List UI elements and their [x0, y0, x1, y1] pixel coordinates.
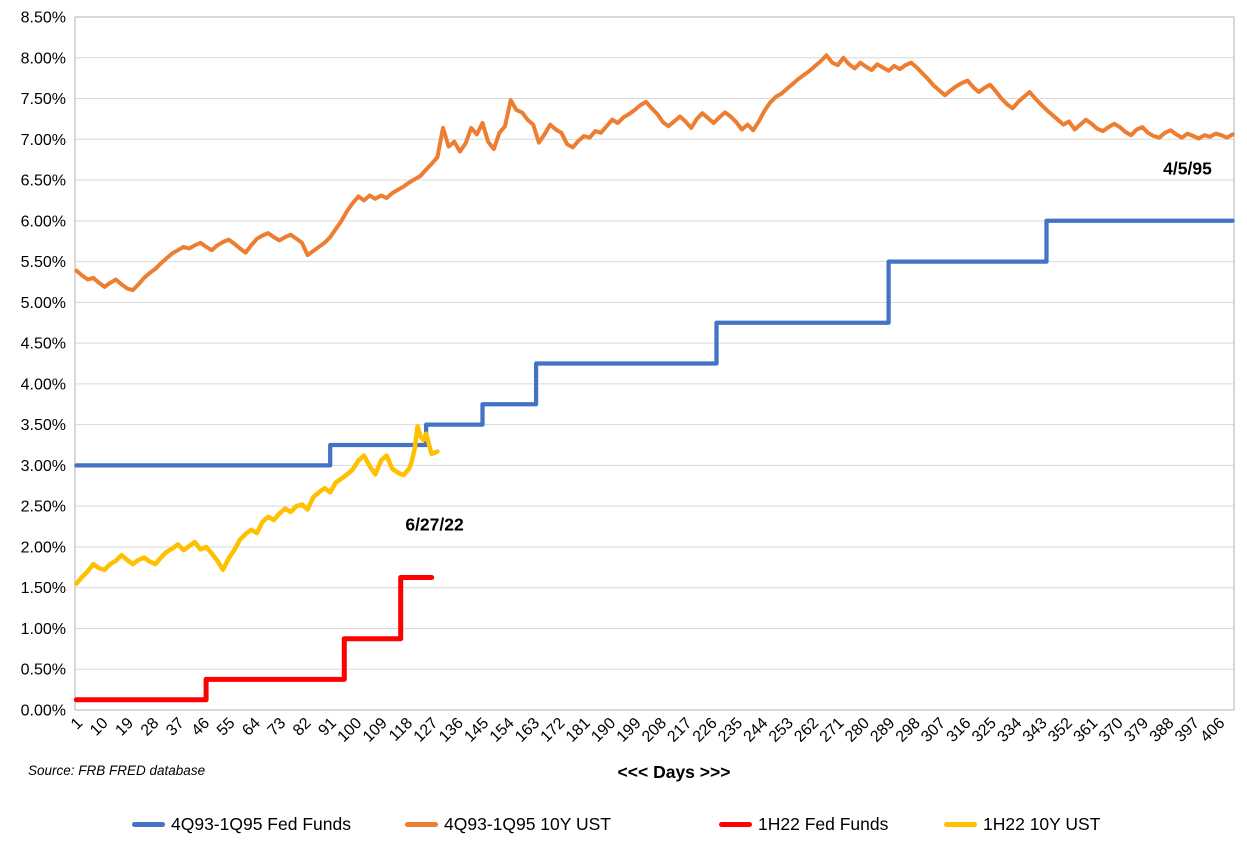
source-note: Source: FRB FRED database: [28, 763, 206, 778]
x-tick-label: 253: [766, 715, 797, 746]
x-tick-label: 46: [189, 715, 214, 740]
x-tick-label: 361: [1071, 715, 1102, 746]
x-tick-label: 127: [411, 715, 442, 746]
x-tick-label: 280: [842, 715, 873, 746]
y-tick-label: 3.00%: [21, 458, 66, 475]
x-tick-label: 235: [715, 715, 746, 746]
series-line-3: [74, 424, 440, 586]
x-tick-label: 397: [1172, 715, 1203, 746]
x-tick-label: 406: [1197, 715, 1228, 746]
y-tick-label: 1.00%: [21, 621, 66, 638]
series-line-2: [73, 575, 435, 703]
y-tick-label: 2.00%: [21, 539, 66, 556]
x-tick-label: 118: [386, 715, 416, 745]
x-tick-label: 298: [893, 715, 924, 746]
y-tick-label: 0.50%: [21, 662, 66, 679]
y-tick-label: 8.50%: [21, 10, 66, 27]
x-tick-label: 316: [944, 715, 975, 746]
series-line-1: [74, 53, 1235, 293]
x-tick-label: 379: [1121, 715, 1152, 746]
x-tick-label: 226: [690, 715, 721, 746]
y-tick-label: 1.50%: [21, 580, 66, 597]
legend-line-marker-blue-icon: [132, 822, 165, 827]
x-tick-label: 352: [1045, 715, 1076, 746]
x-tick-label: 307: [918, 715, 949, 746]
x-tick-label: 388: [1147, 715, 1178, 746]
y-tick-label: 7.00%: [21, 132, 66, 149]
x-tick-label: 289: [867, 715, 898, 746]
x-tick-label: 55: [214, 715, 239, 740]
x-tick-label: 208: [639, 715, 670, 746]
y-tick-label: 8.00%: [21, 50, 66, 67]
x-tick-label: 100: [335, 715, 366, 746]
y-tick-label: 2.50%: [21, 499, 66, 516]
legend-item-1h22-fed-funds: 1H22 Fed Funds: [719, 814, 888, 835]
x-tick-label: 73: [265, 715, 290, 740]
legend-item-1h22-10y-ust: 1H22 10Y UST: [944, 814, 1100, 835]
x-tick-label: 262: [791, 715, 822, 746]
annotation-6-27-22: 6/27/22: [405, 514, 464, 535]
legend-label: 1H22 Fed Funds: [758, 814, 889, 834]
x-tick-label: 136: [436, 715, 467, 746]
legend-label: 1H22 10Y UST: [983, 814, 1101, 834]
legend-line-marker-orange-icon: [405, 822, 438, 827]
y-tick-label: 0.00%: [21, 703, 66, 720]
x-tick-label: 334: [994, 715, 1025, 746]
y-tick-label: 5.00%: [21, 295, 66, 312]
x-axis-title: <<< Days >>>: [617, 762, 731, 782]
legend-line-marker-yellow-icon: [944, 822, 977, 827]
legend-line-marker-red-icon: [719, 822, 752, 827]
legend-label: 4Q93-1Q95 Fed Funds: [171, 814, 351, 834]
y-tick-label: 6.00%: [21, 213, 66, 230]
legend-label: 4Q93-1Q95 10Y UST: [444, 814, 611, 834]
series-line-0: [74, 218, 1235, 468]
x-tick-label: 172: [538, 715, 569, 746]
x-tick-label: 154: [487, 715, 518, 746]
x-tick-label: 28: [138, 715, 163, 740]
y-tick-label: 5.50%: [21, 254, 66, 271]
y-tick-label: 7.50%: [21, 91, 66, 108]
x-tick-label: 1: [68, 715, 86, 733]
x-tick-label: 37: [163, 715, 188, 740]
x-tick-label: 181: [563, 715, 594, 746]
x-tick-label: 199: [614, 715, 645, 746]
x-tick-label: 370: [1096, 715, 1127, 746]
x-tick-label: 82: [290, 715, 315, 740]
x-tick-label: 64: [239, 715, 264, 740]
x-tick-label: 217: [664, 715, 695, 746]
x-tick-label: 109: [360, 715, 391, 746]
y-tick-label: 6.50%: [21, 173, 66, 190]
x-tick-label: 190: [588, 715, 619, 746]
x-tick-label: 163: [512, 715, 543, 746]
plot-border: [74, 16, 1235, 711]
annotation-4-5-95: 4/5/95: [1163, 158, 1212, 179]
legend-item-4q93-1q95-fed-funds: 4Q93-1Q95 Fed Funds: [132, 814, 351, 835]
x-tick-label: 325: [969, 715, 1000, 746]
y-tick-label: 4.00%: [21, 376, 66, 393]
y-tick-label: 3.50%: [21, 417, 66, 434]
x-tick-label: 343: [1020, 715, 1051, 746]
y-tick-label: 4.50%: [21, 336, 66, 353]
x-tick-label: 145: [461, 715, 492, 746]
x-tick-label: 271: [817, 715, 848, 746]
x-tick-label: 244: [741, 715, 772, 746]
x-tick-label: 10: [87, 715, 112, 740]
x-tick-label: 19: [112, 715, 137, 740]
legend-item-4q93-1q95-10y-ust: 4Q93-1Q95 10Y UST: [405, 814, 611, 835]
